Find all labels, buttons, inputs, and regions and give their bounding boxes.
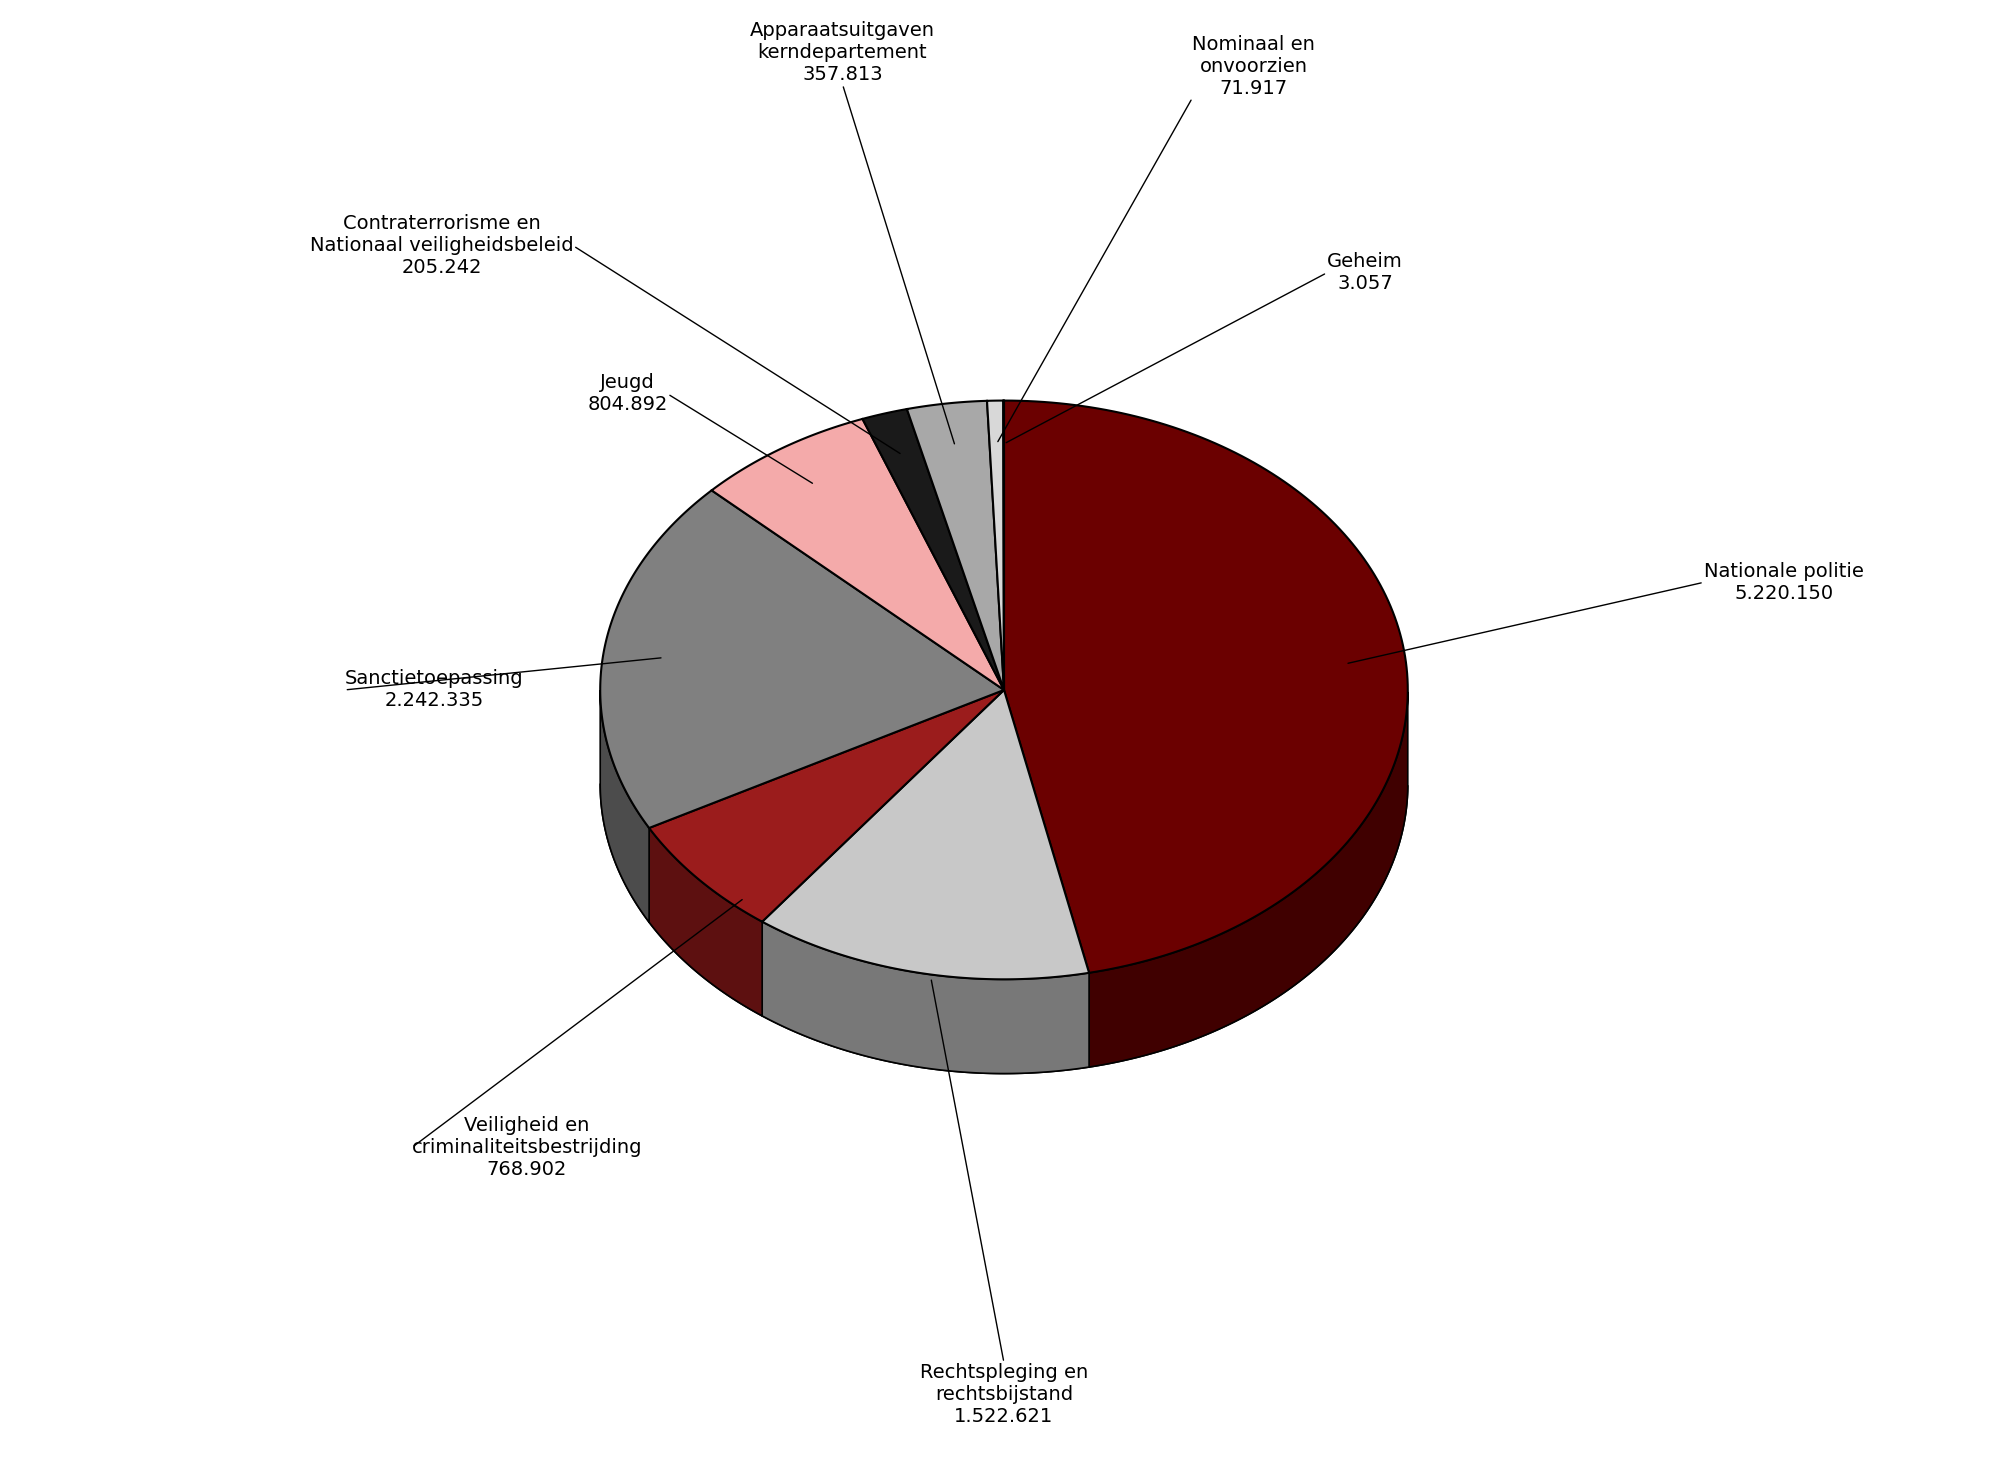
Text: Sanctietoepassing
2.242.335: Sanctietoepassing 2.242.335 [345, 670, 524, 711]
Polygon shape [907, 401, 1004, 691]
Polygon shape [863, 410, 1004, 691]
Polygon shape [763, 922, 1088, 1074]
Polygon shape [763, 784, 1088, 1074]
Polygon shape [1004, 784, 1407, 1067]
Polygon shape [600, 784, 1004, 922]
Text: Geheim
3.057: Geheim 3.057 [1327, 252, 1403, 293]
Text: Veiligheid en
criminaliteitsbestrijding
768.902: Veiligheid en criminaliteitsbestrijding … [411, 1116, 642, 1179]
Polygon shape [987, 401, 1004, 691]
Text: Apparaatsuitgaven
kerndepartement
357.813: Apparaatsuitgaven kerndepartement 357.81… [749, 22, 935, 85]
Text: Jeugd
804.892: Jeugd 804.892 [586, 373, 666, 414]
Text: Nominaal en
onvoorzien
71.917: Nominaal en onvoorzien 71.917 [1192, 35, 1315, 98]
Polygon shape [600, 691, 648, 922]
Polygon shape [710, 418, 1004, 691]
Polygon shape [648, 828, 763, 1015]
Polygon shape [648, 784, 1004, 1015]
Polygon shape [600, 490, 1004, 828]
Polygon shape [1088, 692, 1407, 1067]
Text: Contraterrorisme en
Nationaal veiligheidsbeleid
205.242: Contraterrorisme en Nationaal veiligheid… [309, 214, 574, 278]
Polygon shape [648, 691, 1004, 922]
Polygon shape [763, 691, 1088, 979]
Text: Rechtspleging en
rechtsbijstand
1.522.621: Rechtspleging en rechtsbijstand 1.522.62… [919, 1364, 1088, 1426]
Polygon shape [1004, 401, 1407, 973]
Text: Nationale politie
5.220.150: Nationale politie 5.220.150 [1704, 562, 1862, 603]
